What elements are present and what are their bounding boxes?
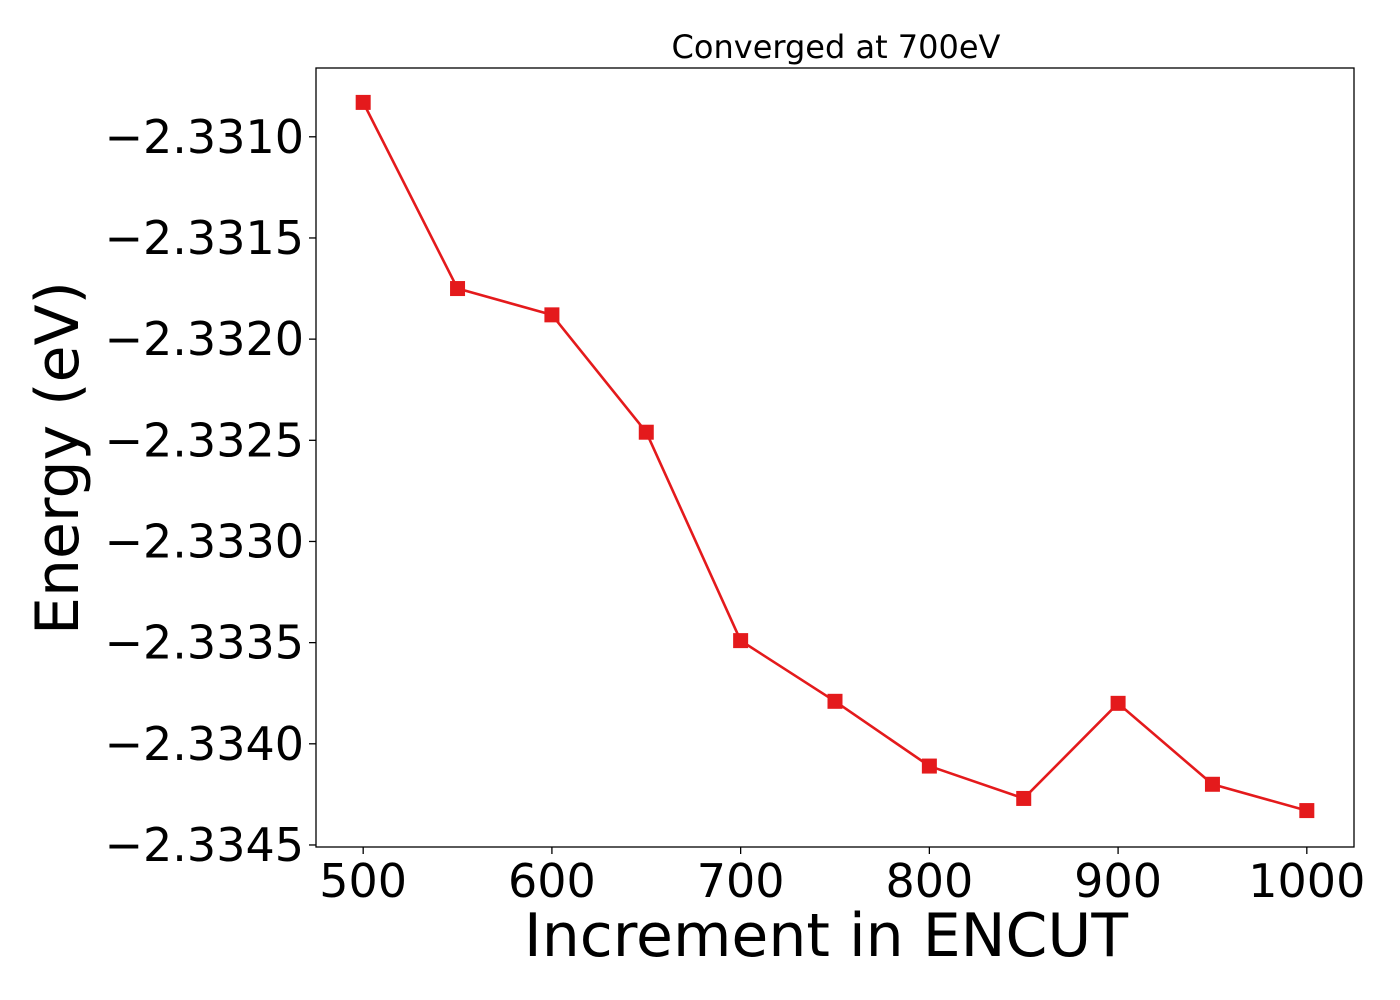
data-point-marker xyxy=(544,307,560,323)
y-tick-label: −2.3320 xyxy=(105,312,305,366)
data-point-marker xyxy=(827,693,843,709)
x-tick-label: 600 xyxy=(508,854,596,908)
y-tick-label: −2.3345 xyxy=(105,818,305,872)
y-tick-label: −2.3315 xyxy=(105,211,305,265)
data-point-marker xyxy=(450,281,466,297)
data-point-marker xyxy=(638,424,654,440)
x-tick-label: 800 xyxy=(885,854,973,908)
data-point-marker xyxy=(355,94,371,110)
x-tick-label: 1000 xyxy=(1248,854,1365,908)
data-point-marker xyxy=(1110,695,1126,711)
data-point-marker xyxy=(733,633,749,649)
x-axis-label: Increment in ENCUT xyxy=(524,901,1128,971)
data-point-marker xyxy=(1299,803,1315,819)
plot-frame xyxy=(315,67,1355,848)
y-tick-label: −2.3330 xyxy=(105,514,305,568)
data-point-marker xyxy=(921,758,937,774)
data-point-marker xyxy=(1016,790,1032,806)
y-tick-label: −2.3310 xyxy=(105,110,305,164)
chart-title: Converged at 700eV xyxy=(672,28,1001,66)
y-axis-label: Energy (eV) xyxy=(23,281,93,635)
y-tick-label: −2.3340 xyxy=(105,717,305,771)
x-tick-label: 500 xyxy=(319,854,407,908)
x-tick-label: 700 xyxy=(697,854,785,908)
data-point-marker xyxy=(1204,776,1220,792)
x-tick-label: 900 xyxy=(1074,854,1162,908)
y-tick-label: −2.3325 xyxy=(105,413,305,467)
y-tick-label: −2.3335 xyxy=(105,616,305,670)
plot-area: 500 600 700 800 900 1000 −2.3310 −2.3315 −2.3320… xyxy=(105,67,1365,908)
